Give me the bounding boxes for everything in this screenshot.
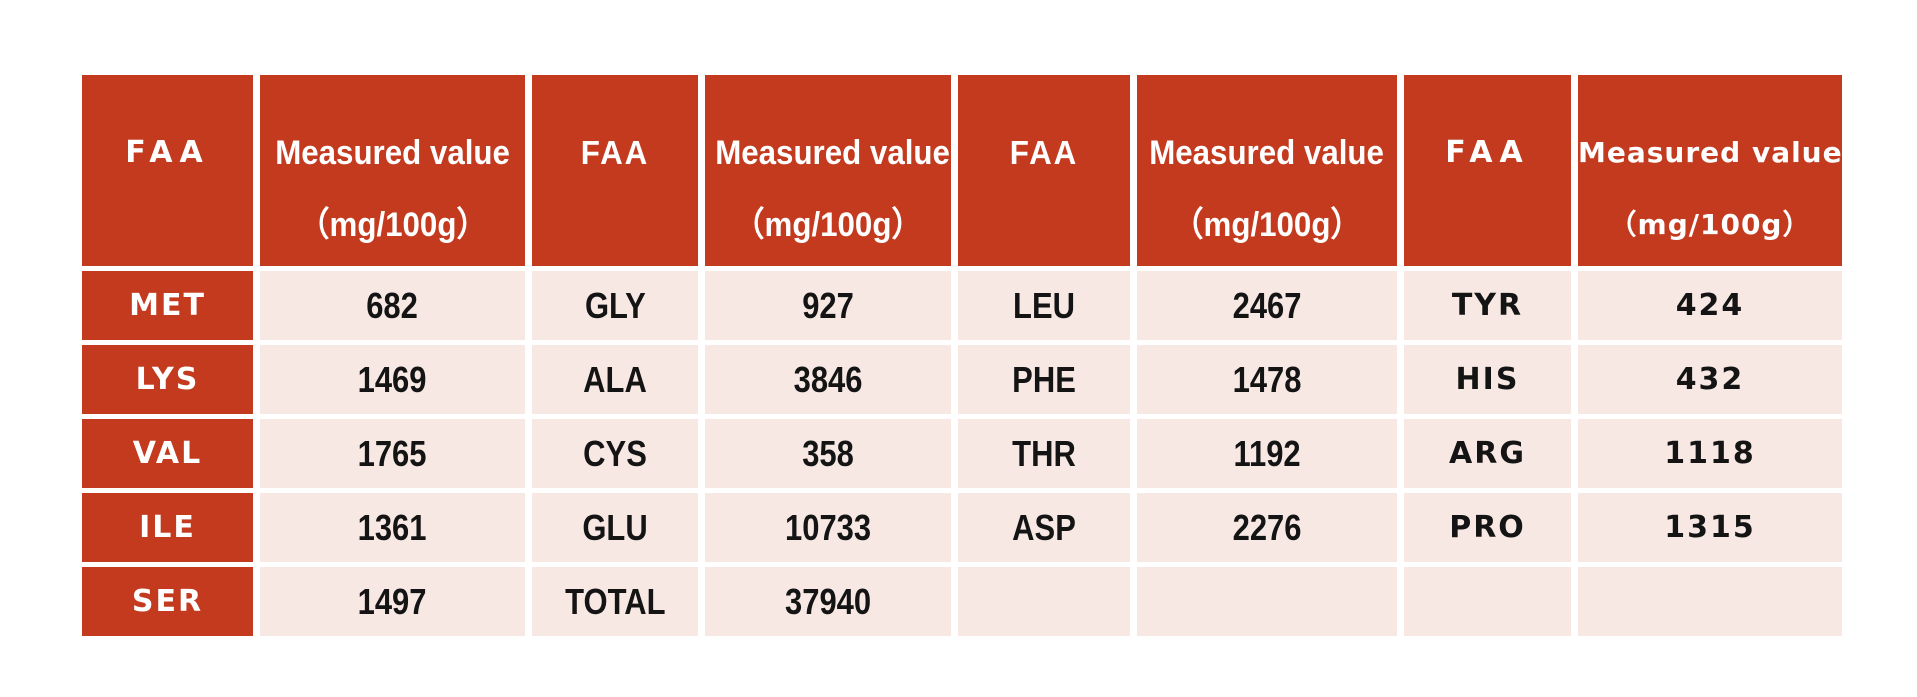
table-row-3: VAL 1765 CYS 358 THR 1192 ARG 1118 xyxy=(82,419,1842,488)
measured-value-cell: 682 xyxy=(260,271,525,340)
table-row-2: LYS 1469 ALA 3846 PHE 1478 HIS 432 xyxy=(82,345,1842,414)
faa-label-cell: GLY xyxy=(532,271,698,340)
faa-label-cell: ARG xyxy=(1404,419,1571,488)
measured-value-cell: 1765 xyxy=(260,419,525,488)
header-faa-group2: FAA xyxy=(532,75,698,266)
faa-label-cell: LYS xyxy=(82,345,253,414)
header-value-group1: Measured value （mg/100g） xyxy=(260,75,525,266)
header-faa-label: FAA xyxy=(125,135,210,170)
header-faa-label: FAA xyxy=(1009,134,1079,171)
header-value-label: Measured value xyxy=(1578,136,1842,169)
header-value-label: Measured value xyxy=(275,134,510,172)
measured-value-cell: 1478 xyxy=(1137,345,1397,414)
header-value-unit: （mg/100g） xyxy=(733,206,923,244)
measured-value-cell: 358 xyxy=(705,419,951,488)
measured-value-cell: 1361 xyxy=(260,493,525,562)
faa-label-cell: TYR xyxy=(1404,271,1571,340)
header-faa-label: FAA xyxy=(580,134,650,171)
header-faa-group1: FAA xyxy=(82,75,253,266)
table-row-1: MET 682 GLY 927 LEU 2467 TYR 424 xyxy=(82,271,1842,340)
faa-label-cell: ASP xyxy=(958,493,1130,562)
measured-value-cell xyxy=(1578,567,1842,636)
header-value-group2: Measured value （mg/100g） xyxy=(705,75,951,266)
header-value-group4: Measured value （mg/100g） xyxy=(1578,75,1842,266)
faa-label-cell: GLU xyxy=(532,493,698,562)
measured-value-cell: 1118 xyxy=(1578,419,1842,488)
faa-label-cell: PRO xyxy=(1404,493,1571,562)
measured-value-cell: 2467 xyxy=(1137,271,1397,340)
faa-label-cell: ILE xyxy=(82,493,253,562)
table-row-4: ILE 1361 GLU 10733 ASP 2276 PRO 1315 xyxy=(82,493,1842,562)
faa-label-cell: ALA xyxy=(532,345,698,414)
measured-value-cell: 432 xyxy=(1578,345,1842,414)
faa-table: FAA Measured value （mg/100g） FAA xyxy=(75,70,1849,641)
faa-label-cell xyxy=(1404,567,1571,636)
header-value-unit: （mg/100g） xyxy=(1608,208,1812,241)
faa-label-cell: PHE xyxy=(958,345,1130,414)
faa-label-cell: VAL xyxy=(82,419,253,488)
faa-label-cell: MET xyxy=(82,271,253,340)
measured-value-cell: 37940 xyxy=(705,567,951,636)
measured-value-cell: 2276 xyxy=(1137,493,1397,562)
header-faa-group4: FAA xyxy=(1404,75,1571,266)
table-header-row: FAA Measured value （mg/100g） FAA xyxy=(82,75,1842,266)
header-faa-label: FAA xyxy=(1445,135,1530,170)
header-value-group3: Measured value （mg/100g） xyxy=(1137,75,1397,266)
faa-label-cell: TOTAL xyxy=(532,567,698,636)
measured-value-cell xyxy=(1137,567,1397,636)
measured-value-cell: 1497 xyxy=(260,567,525,636)
header-value-unit: （mg/100g） xyxy=(1172,206,1362,244)
measured-value-cell: 927 xyxy=(705,271,951,340)
table-row-5: SER 1497 TOTAL 37940 xyxy=(82,567,1842,636)
measured-value-cell: 3846 xyxy=(705,345,951,414)
faa-label-cell: SER xyxy=(82,567,253,636)
faa-label-cell xyxy=(958,567,1130,636)
header-faa-group3: FAA xyxy=(958,75,1130,266)
header-value-unit: （mg/100g） xyxy=(297,206,488,244)
measured-value-cell: 1315 xyxy=(1578,493,1842,562)
measured-value-cell: 1469 xyxy=(260,345,525,414)
measured-value-cell: 10733 xyxy=(705,493,951,562)
header-value-label: Measured value xyxy=(715,134,950,172)
faa-label-cell: LEU xyxy=(958,271,1130,340)
measured-value-cell: 424 xyxy=(1578,271,1842,340)
measured-value-cell: 1192 xyxy=(1137,419,1397,488)
faa-label-cell: HIS xyxy=(1404,345,1571,414)
faa-label-cell: CYS xyxy=(532,419,698,488)
faa-label-cell: THR xyxy=(958,419,1130,488)
header-value-label: Measured value xyxy=(1149,134,1385,172)
